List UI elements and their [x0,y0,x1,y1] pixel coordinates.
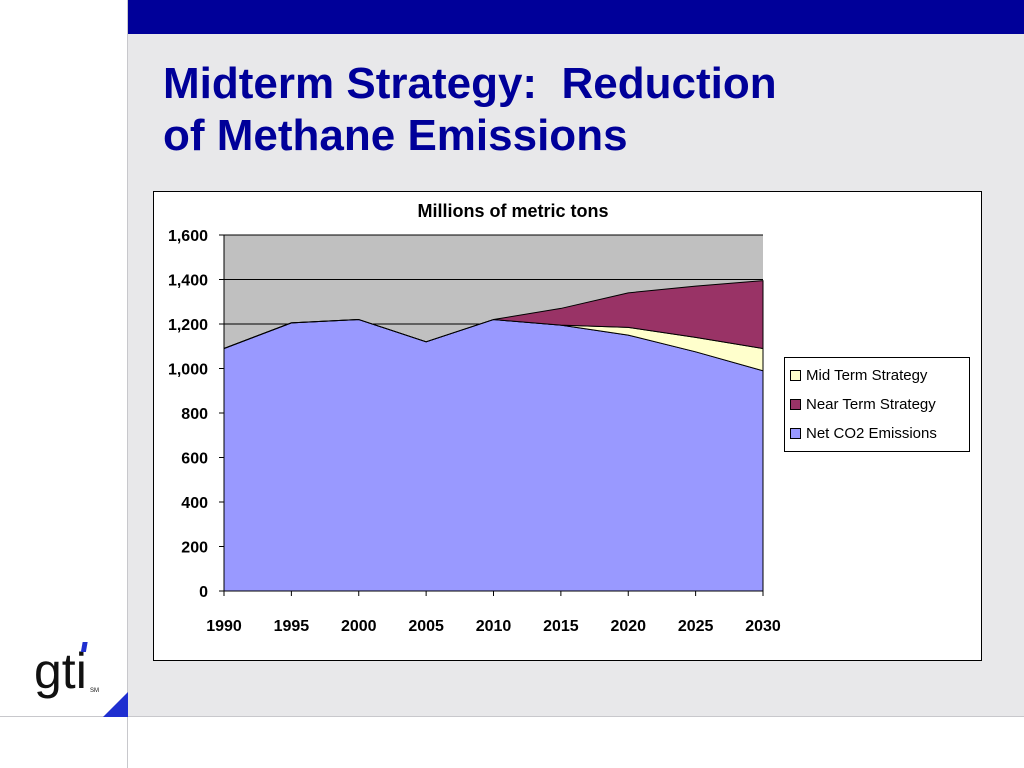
legend-swatch-net-co2 [790,428,801,439]
legend-swatch-mid-term [790,370,801,381]
y-tick-label: 1,200 [168,317,208,334]
x-tick-label: 2010 [476,618,512,635]
y-tick-label: 600 [181,451,208,468]
slide-title: Midterm Strategy: Reduction of Methane E… [163,59,777,160]
chart-title: Millions of metric tons [417,201,608,221]
area-net-co2-emissions [223,319,764,592]
x-tick-label: 2000 [341,618,377,635]
y-tick-label: 1,400 [168,273,208,290]
legend-item-near-term: Near Term Strategy [785,390,969,419]
y-tick-label: 400 [181,495,208,512]
footer-area [128,717,1024,768]
plot-area: 0 200 400 600 800 1,000 1,200 1,400 1,600 1990 199… [168,228,781,635]
gti-logo: gti SM [34,640,104,708]
x-tick-label: 2005 [408,618,444,635]
x-tick-label: 2015 [543,618,579,635]
legend-item-mid-term: Mid Term Strategy [785,361,969,390]
horizontal-divider [0,716,1024,717]
x-tick-label: 1990 [206,618,242,635]
legend-swatch-near-term [790,399,801,410]
legend-label: Near Term Strategy [806,396,936,413]
gti-logo-icon: gti SM [34,642,99,699]
y-tick-label: 800 [181,406,208,423]
x-tick-label: 1995 [274,618,310,635]
vertical-divider [127,0,128,768]
chart-legend: Mid Term Strategy Near Term Strategy Net… [784,357,970,452]
y-tick-label: 1,600 [168,228,208,245]
x-tick-label: 2020 [610,618,646,635]
top-bar [128,0,1024,34]
legend-item-net-co2: Net CO2 Emissions [785,419,969,448]
y-tick-label: 1,000 [168,362,208,379]
y-tick-label: 0 [199,584,208,601]
chart-frame: Millions of metric tons 0 200 400 600 800 1,0… [153,191,982,661]
left-panel [0,0,128,768]
area-near-term-strategy [223,280,764,349]
y-tick-label: 200 [181,540,208,557]
x-tick-label: 2025 [678,618,714,635]
area-chart: Millions of metric tons 0 200 400 600 800 1,0… [168,201,781,635]
corner-accent [103,692,128,717]
logo-text: gti [34,643,87,699]
legend-label: Net CO2 Emissions [806,425,937,442]
legend-label: Mid Term Strategy [806,367,928,384]
x-tick-label: 2030 [745,618,781,635]
logo-mark: SM [90,688,99,694]
